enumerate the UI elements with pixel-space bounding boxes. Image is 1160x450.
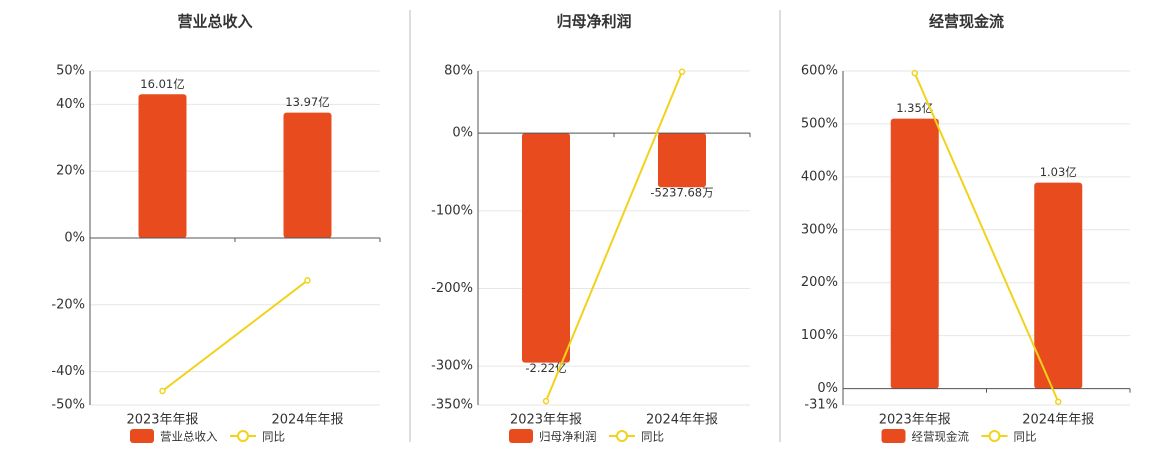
chart-title: 经营现金流 (929, 13, 1004, 31)
bar (890, 118, 939, 389)
legend-label: 归母净利润 (539, 430, 597, 444)
x-tick-label: 2023年年报 (879, 413, 951, 428)
value-label: -5237.68万 (650, 186, 713, 200)
x-tick-label: 2024年年报 (271, 413, 343, 428)
point (542, 397, 550, 405)
chart-title: 归母净利润 (556, 13, 631, 31)
legend-swatch (509, 429, 533, 443)
y-tick-label: -50% (51, 398, 85, 413)
legend-label: 经营现金流 (912, 430, 970, 444)
y-tick-label: -20% (51, 297, 85, 312)
value-label: -2.22亿 (525, 361, 566, 375)
bar (283, 112, 332, 238)
point (159, 387, 166, 395)
y-tick-label: 50% (56, 64, 85, 79)
bar (1034, 182, 1083, 389)
y-tick-label: 300% (801, 222, 838, 237)
x-tick-label: 2023年年报 (126, 413, 198, 428)
value-label: 1.03亿 (1040, 165, 1077, 179)
point (678, 68, 686, 76)
y-tick-label: 0% (817, 381, 838, 396)
legend-swatch (988, 430, 1001, 442)
point (911, 69, 918, 77)
y-tick-label: 600% (801, 64, 838, 79)
y-tick-label: -200% (431, 281, 473, 296)
x-tick-label: 2024年年报 (1022, 413, 1094, 428)
x-tick-label: 2024年年报 (646, 413, 718, 428)
legend-swatch (130, 429, 154, 443)
y-tick-label: -31% (804, 398, 838, 413)
legend-swatch (237, 430, 249, 442)
y-tick-label: 400% (801, 169, 838, 184)
y-tick-label: -300% (431, 359, 473, 374)
point (304, 277, 311, 284)
y-tick-label: 0% (64, 231, 85, 246)
line (161, 279, 309, 392)
legend-label: 营业总收入 (160, 430, 218, 444)
y-tick-label: 40% (56, 97, 85, 112)
legend-label: 同比 (262, 430, 285, 444)
chart-title: 营业总收入 (177, 13, 252, 31)
y-tick-label: 200% (801, 275, 838, 290)
value-label: 16.01亿 (140, 77, 184, 91)
line (545, 71, 683, 402)
line (913, 72, 1060, 403)
y-tick-label: -350% (431, 398, 473, 413)
legend-label: 同比 (641, 430, 664, 444)
y-tick-label: 0% (452, 126, 473, 141)
y-tick-label: 80% (444, 64, 473, 79)
x-tick-label: 2023年年报 (510, 413, 582, 428)
y-tick-label: 100% (801, 328, 838, 343)
bar (138, 94, 187, 238)
y-tick-label: 500% (801, 116, 838, 131)
value-label: 13.97亿 (285, 95, 329, 109)
point (1055, 398, 1062, 406)
y-tick-label: 20% (56, 164, 85, 179)
bar (658, 133, 706, 188)
value-label: 1.35亿 (896, 101, 933, 115)
y-tick-label: -100% (431, 203, 473, 218)
legend-label: 同比 (1014, 430, 1037, 444)
legend-swatch (616, 430, 628, 442)
y-tick-label: -40% (51, 364, 85, 379)
legend-swatch (881, 429, 906, 443)
bar (522, 133, 570, 363)
